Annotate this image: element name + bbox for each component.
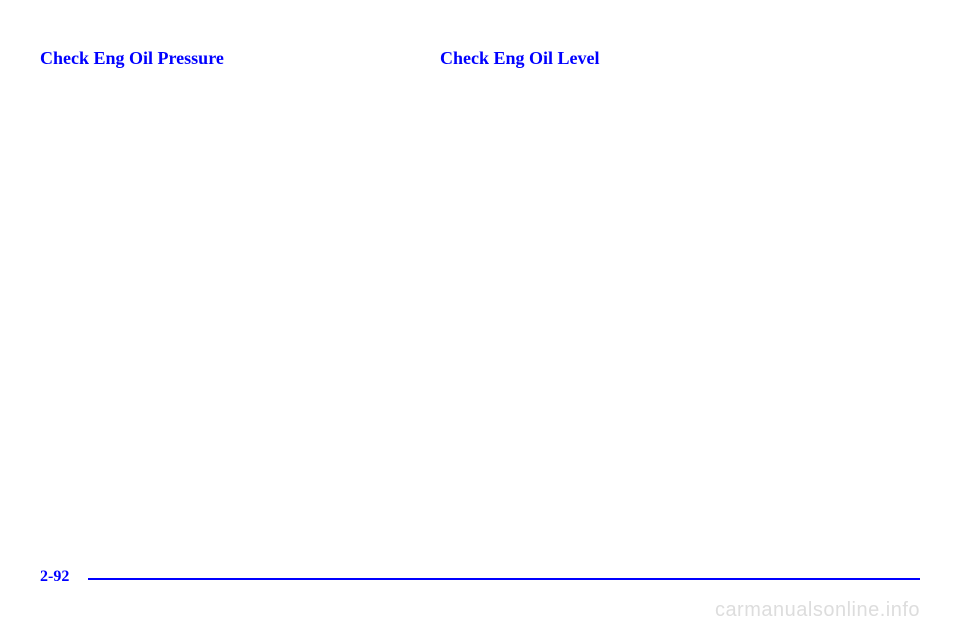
page-container: Check Eng Oil Pressure Check Eng Oil Lev… <box>0 0 960 640</box>
page-footer: 2-92 <box>40 578 920 580</box>
watermark-text: carmanualsonline.info <box>715 599 920 622</box>
page-number: 2-92 <box>40 568 75 586</box>
heading-check-eng-oil-pressure: Check Eng Oil Pressure <box>40 48 224 69</box>
heading-check-eng-oil-level: Check Eng Oil Level <box>440 48 600 69</box>
footer-rule <box>88 578 920 580</box>
